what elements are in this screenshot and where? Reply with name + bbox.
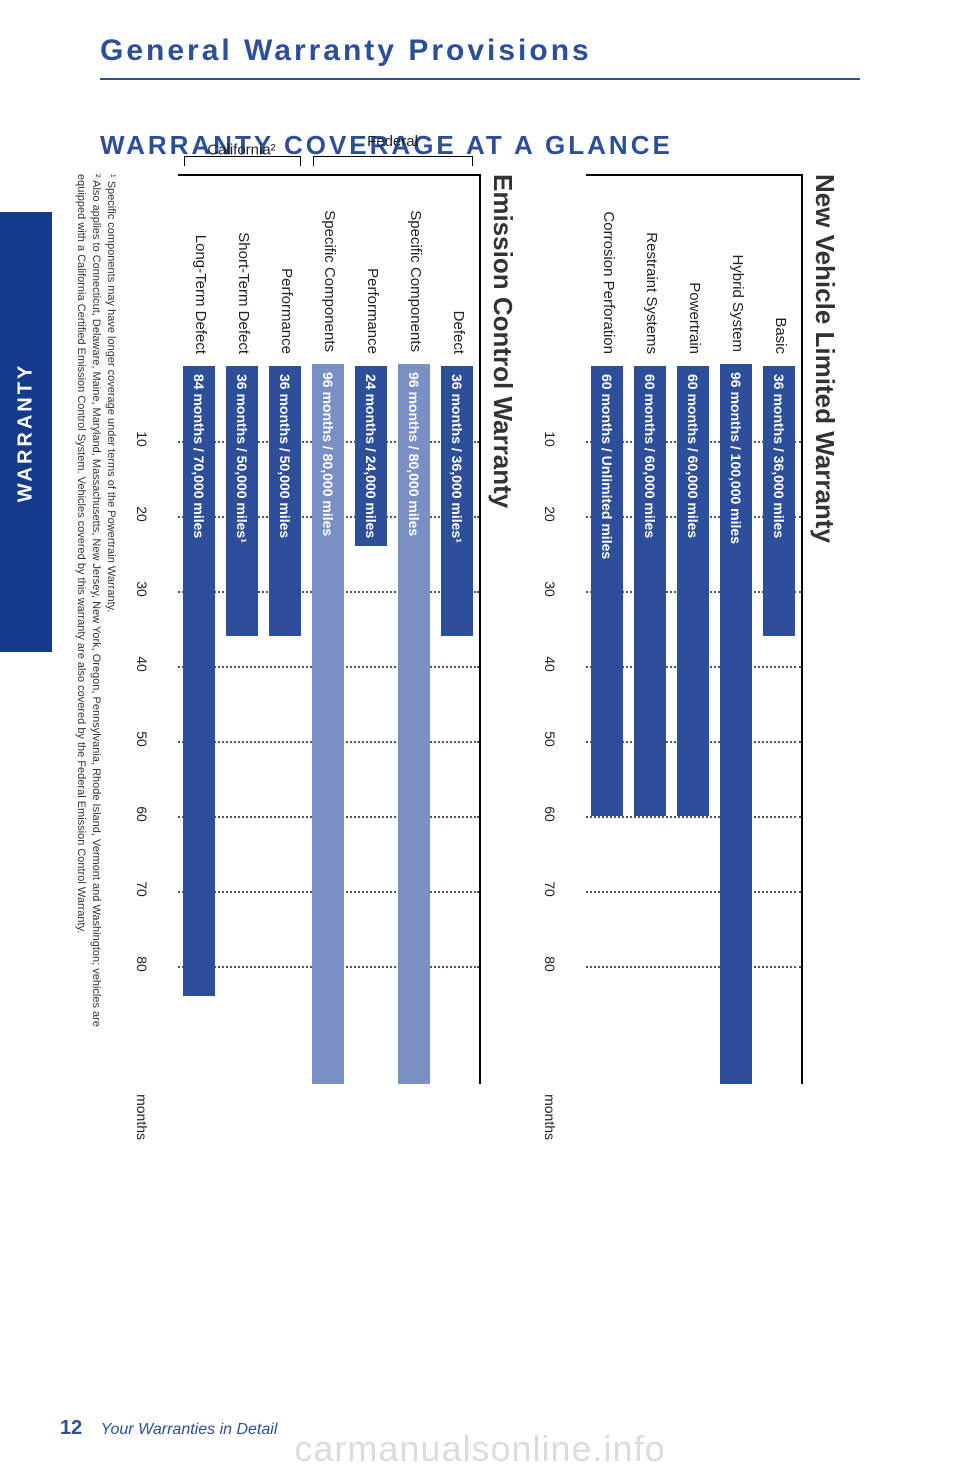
axis-tick: 40 bbox=[542, 656, 558, 672]
page-title: General Warranty Provisions bbox=[100, 34, 592, 68]
chart1-axis: 1020304050607080months bbox=[536, 364, 558, 1084]
chart2-row: Performance24 months / 24,000 miles bbox=[350, 176, 393, 1084]
chart2-row: Performance36 months / 50,000 miles bbox=[264, 176, 307, 1084]
axis-tick: 10 bbox=[134, 431, 150, 447]
chart1-bar: 60 months / Unlimited miles bbox=[592, 366, 624, 816]
chart2-axis: 1020304050607080months bbox=[128, 364, 150, 1084]
group-bracket bbox=[313, 156, 473, 166]
chart2-bar: 36 months / 50,000 miles bbox=[270, 366, 302, 636]
axis-tick: 80 bbox=[542, 956, 558, 972]
group-label: California² bbox=[208, 142, 276, 159]
axis-tick: 80 bbox=[134, 956, 150, 972]
watermark: carmanualsonline.info bbox=[0, 1428, 960, 1470]
chart1-row: Corrosion Perforation60 months / Unlimit… bbox=[586, 176, 629, 1084]
axis-unit: months bbox=[134, 1094, 150, 1140]
chart1-bar-area: 96 months / 100,000 miles bbox=[715, 364, 758, 1084]
chart1-row-label: Powertrain bbox=[672, 176, 715, 366]
chart1-row: Powertrain60 months / 60,000 miles bbox=[672, 176, 715, 1084]
chart2-bar: 96 months / 80,000 miles bbox=[313, 364, 345, 1084]
chart2-bar-area: 96 months / 80,000 miles bbox=[307, 364, 350, 1084]
chart1-bar: 60 months / 60,000 miles bbox=[635, 366, 667, 816]
chart2-box: Defect36 months / 36,000 miles¹Specific … bbox=[178, 174, 481, 1084]
chart2-row: Specific Components96 months / 80,000 mi… bbox=[393, 176, 436, 1084]
chart1-row: Restraint Systems60 months / 60,000 mile… bbox=[629, 176, 672, 1084]
chart2-row-label: Short-Term Defect bbox=[221, 176, 264, 366]
chart1-row-label: Basic bbox=[758, 176, 801, 366]
chart1-bar-area: 60 months / Unlimited miles bbox=[586, 366, 629, 1084]
axis-tick: 20 bbox=[542, 506, 558, 522]
charts-rotated-container: New Vehicle Limited Warranty Basic36 mon… bbox=[100, 174, 840, 1304]
chart2-row-label: Specific Components bbox=[393, 176, 436, 364]
axis-tick: 40 bbox=[134, 656, 150, 672]
chart2-row-label: Long-Term Defect bbox=[178, 176, 221, 366]
axis-tick: 30 bbox=[542, 581, 558, 597]
axis-tick: 50 bbox=[134, 731, 150, 747]
side-tab-label: WARRANTY bbox=[15, 362, 38, 502]
chart2-row: Short-Term Defect36 months / 50,000 mile… bbox=[221, 176, 264, 1084]
footnotes: ¹ Specific components may have longer co… bbox=[73, 174, 118, 1074]
axis-unit: months bbox=[542, 1094, 558, 1140]
axis-tick: 60 bbox=[542, 806, 558, 822]
chart2-bar: 36 months / 36,000 miles¹ bbox=[442, 366, 474, 636]
chart1-row-label: Corrosion Perforation bbox=[586, 176, 629, 366]
chart1-box: Basic36 months / 36,000 milesHybrid Syst… bbox=[586, 174, 803, 1084]
group-label: Federal bbox=[367, 133, 418, 150]
chart1-title: New Vehicle Limited Warranty bbox=[809, 174, 840, 1304]
chart2-bar: 24 months / 24,000 miles bbox=[356, 366, 388, 546]
chart2-row: Defect36 months / 36,000 miles¹ bbox=[436, 176, 479, 1084]
chart2-bar-area: 84 months / 70,000 miles bbox=[178, 366, 221, 1084]
chart2-row: Specific Components96 months / 80,000 mi… bbox=[307, 176, 350, 1084]
chart2-row-label: Specific Components bbox=[307, 176, 350, 364]
chart1-bar: 96 months / 100,000 miles bbox=[721, 364, 753, 1084]
footnote-1: ¹ Specific components may have longer co… bbox=[103, 174, 118, 1074]
footnote-2: ² Also applies to Connecticut, Delaware,… bbox=[73, 174, 103, 1074]
chart2-bar-area: 36 months / 50,000 miles bbox=[264, 366, 307, 1084]
axis-tick: 30 bbox=[134, 581, 150, 597]
chart2-bar-area: 24 months / 24,000 miles bbox=[350, 366, 393, 1084]
chart2-row: Long-Term Defect84 months / 70,000 miles bbox=[178, 176, 221, 1084]
chart2-bar-area: 36 months / 50,000 miles¹ bbox=[221, 366, 264, 1084]
chart1-bar: 60 months / 60,000 miles bbox=[678, 366, 710, 816]
chart1-bar-area: 36 months / 36,000 miles bbox=[758, 366, 801, 1084]
chart1-row-label: Restraint Systems bbox=[629, 176, 672, 366]
chart2-bar-area: 36 months / 36,000 miles¹ bbox=[436, 366, 479, 1084]
chart2-row-label: Performance bbox=[264, 176, 307, 366]
axis-tick: 20 bbox=[134, 506, 150, 522]
chart2-bar: 36 months / 50,000 miles¹ bbox=[227, 366, 259, 636]
chart1-bar: 36 months / 36,000 miles bbox=[764, 366, 796, 636]
side-tab-warranty: WARRANTY bbox=[0, 212, 52, 652]
chart1-row-label: Hybrid System bbox=[715, 176, 758, 364]
chart2-bar-area: 96 months / 80,000 miles bbox=[393, 364, 436, 1084]
chart2-title: Emission Control Warranty bbox=[487, 174, 518, 1304]
axis-tick: 10 bbox=[542, 431, 558, 447]
axis-tick: 60 bbox=[134, 806, 150, 822]
axis-tick: 50 bbox=[542, 731, 558, 747]
chart1-row: Hybrid System96 months / 100,000 miles bbox=[715, 176, 758, 1084]
chart2-bar: 96 months / 80,000 miles bbox=[399, 364, 431, 1084]
chart2-row-label: Performance bbox=[350, 176, 393, 366]
title-rule bbox=[100, 78, 860, 80]
chart2-row-label: Defect bbox=[436, 176, 479, 366]
chart1-bar-area: 60 months / 60,000 miles bbox=[629, 366, 672, 1084]
chart1-bar-area: 60 months / 60,000 miles bbox=[672, 366, 715, 1084]
axis-tick: 70 bbox=[134, 881, 150, 897]
chart1-row: Basic36 months / 36,000 miles bbox=[758, 176, 801, 1084]
axis-tick: 70 bbox=[542, 881, 558, 897]
chart2-bar: 84 months / 70,000 miles bbox=[184, 366, 216, 996]
